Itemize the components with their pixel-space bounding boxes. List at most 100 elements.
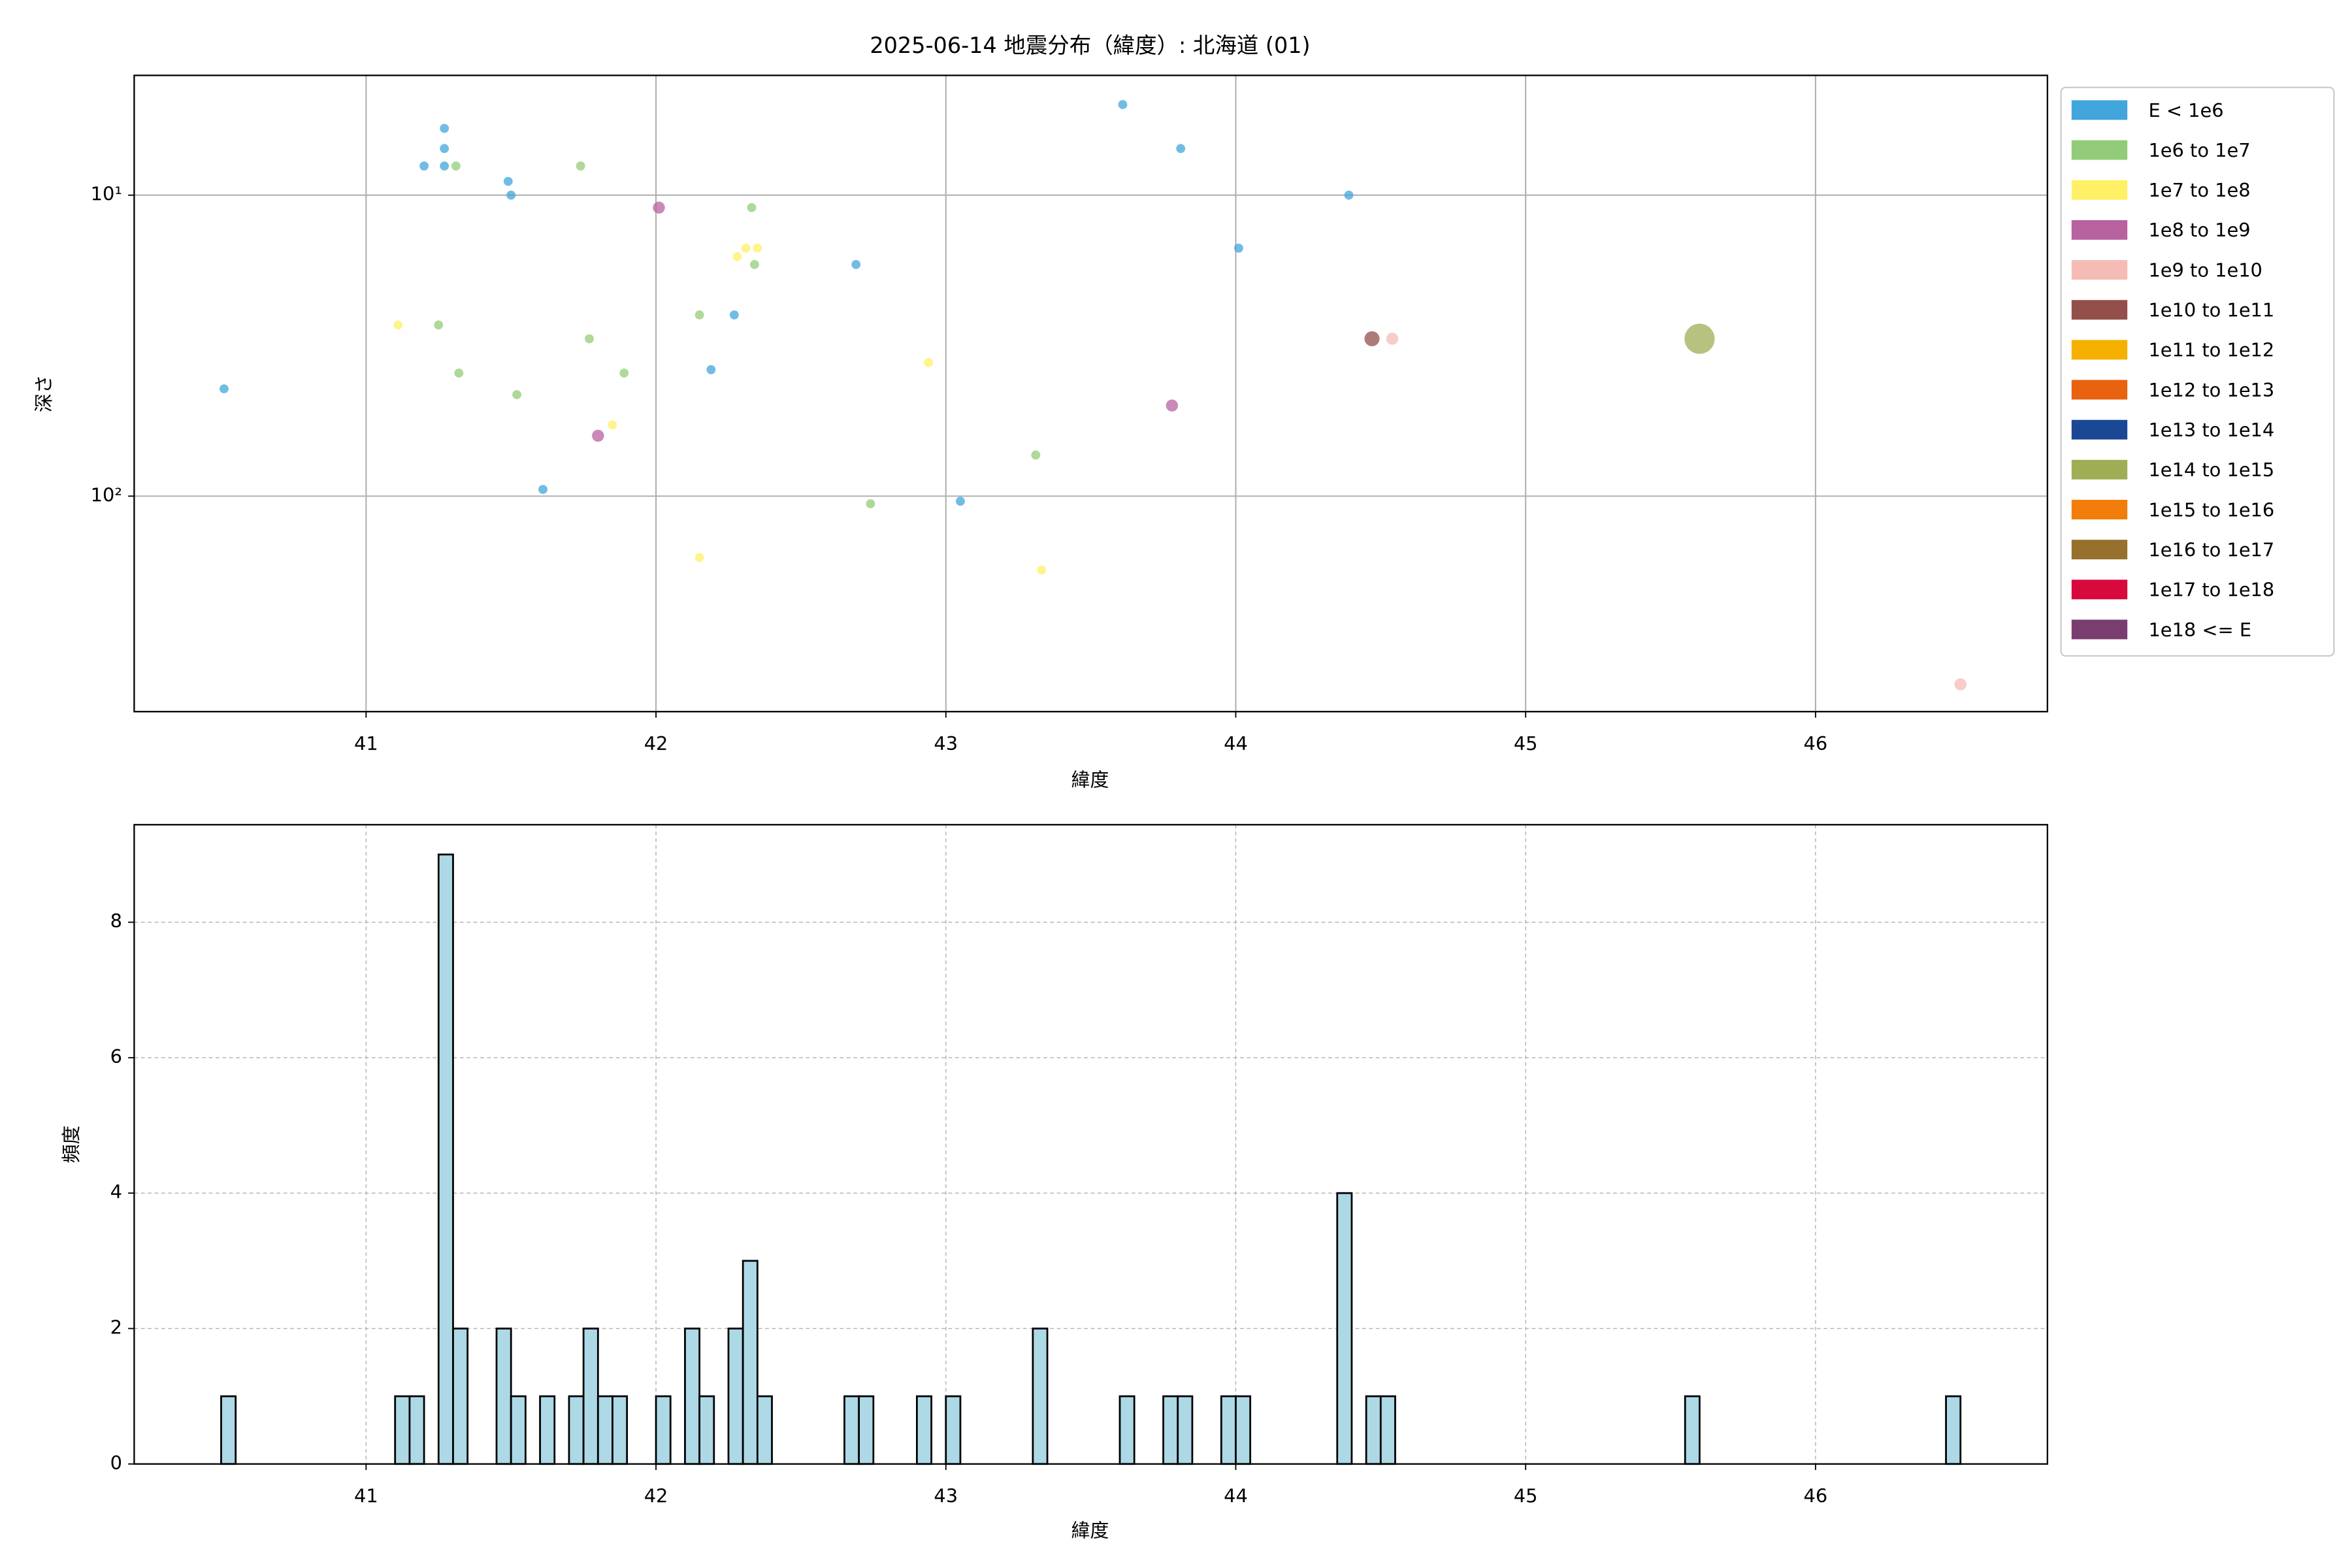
- legend-label: E < 1e6: [2148, 99, 2223, 122]
- x-axis-label: 緯度: [1071, 768, 1109, 791]
- scatter-point: [538, 485, 547, 495]
- scatter-point: [393, 320, 403, 330]
- scatter-point: [1344, 190, 1354, 200]
- histogram-bar: [394, 1395, 411, 1465]
- histogram-bar: [1220, 1395, 1237, 1465]
- histogram-bar: [945, 1395, 962, 1465]
- scatter-point: [1386, 333, 1399, 345]
- legend-label: 1e18 <= E: [2148, 619, 2251, 641]
- x-tick-label: 46: [1804, 732, 1828, 755]
- scatter-point: [653, 201, 665, 214]
- legend-label: 1e16 to 1e17: [2148, 538, 2274, 561]
- scatter-point: [747, 203, 757, 212]
- scatter-point: [753, 243, 762, 253]
- scatter-point: [1954, 678, 1967, 691]
- histogram-bar: [684, 1328, 700, 1465]
- scatter-point: [1684, 323, 1715, 354]
- scatter-point: [608, 420, 617, 430]
- legend-swatch: [2071, 140, 2128, 160]
- legend-swatch: [2071, 340, 2128, 360]
- legend-label: 1e14 to 1e15: [2148, 459, 2274, 481]
- histogram-bar: [1336, 1192, 1353, 1465]
- scatter-point: [1166, 399, 1179, 412]
- histogram-bar: [756, 1395, 773, 1465]
- histogram-bar: [539, 1395, 556, 1465]
- scatter-point: [1031, 450, 1041, 460]
- y-tick-label: 10²: [91, 483, 122, 506]
- scatter-point: [866, 499, 875, 508]
- histogram-bar: [1119, 1395, 1135, 1465]
- legend-label: 1e13 to 1e14: [2148, 419, 2274, 441]
- legend-swatch: [2071, 619, 2128, 640]
- histogram-bar: [510, 1395, 527, 1465]
- legend-box: [2060, 86, 2335, 657]
- scatter-point: [512, 390, 521, 399]
- scatter-point: [419, 161, 429, 171]
- scatter-point: [592, 429, 604, 442]
- x-tick-label: 45: [1514, 1485, 1538, 1507]
- histogram-bar: [1684, 1395, 1701, 1465]
- y-axis-label: 頻度: [60, 1126, 82, 1164]
- legend-swatch: [2071, 500, 2128, 519]
- scatter-point: [440, 144, 449, 154]
- legend-swatch: [2071, 540, 2128, 560]
- scatter-point: [451, 161, 461, 171]
- histogram-bar: [655, 1395, 672, 1465]
- legend-swatch: [2071, 100, 2128, 120]
- histogram-bar: [1177, 1395, 1194, 1465]
- scatter-point: [440, 123, 449, 133]
- legend-swatch: [2071, 300, 2128, 320]
- scatter-point: [220, 384, 229, 394]
- y-tick-label: 2: [110, 1316, 122, 1338]
- histogram-bar: [727, 1328, 744, 1465]
- x-tick-label: 44: [1224, 732, 1248, 755]
- x-tick-label: 41: [354, 732, 378, 755]
- x-tick-label: 43: [934, 1485, 958, 1507]
- x-tick-label: 41: [354, 1485, 378, 1507]
- histogram-bar: [1945, 1395, 1962, 1465]
- scatter-point: [585, 334, 594, 344]
- legend-swatch: [2071, 260, 2128, 280]
- histogram-bar: [916, 1395, 932, 1465]
- scatter-point: [440, 161, 449, 171]
- legend-label: 1e17 to 1e18: [2148, 579, 2274, 601]
- x-tick-label: 44: [1224, 1485, 1248, 1507]
- scatter-point: [1364, 331, 1380, 347]
- chart-title: 2025-06-14 地震分布（緯度）: 北海道 (01): [870, 33, 1310, 58]
- scatter-point: [956, 497, 965, 506]
- x-tick-label: 43: [934, 732, 958, 755]
- histogram-bar: [408, 1395, 425, 1465]
- x-tick-label: 42: [644, 1485, 668, 1507]
- y-tick-label: 8: [110, 910, 122, 932]
- scatter-point: [434, 320, 444, 330]
- legend-label: 1e15 to 1e16: [2148, 498, 2274, 521]
- x-tick-label: 42: [644, 732, 668, 755]
- histogram-bar: [698, 1395, 715, 1465]
- legend-label: 1e8 to 1e9: [2148, 219, 2250, 241]
- scatter-point: [1037, 565, 1047, 575]
- histogram-bar: [612, 1395, 629, 1465]
- histogram-bar: [1032, 1328, 1049, 1465]
- scatter-point: [619, 368, 629, 378]
- histogram-bar: [1379, 1395, 1396, 1465]
- histogram-bar: [437, 853, 454, 1465]
- histogram-bar: [582, 1328, 599, 1465]
- histogram-bar: [843, 1395, 860, 1465]
- scatter-point: [694, 553, 704, 563]
- histogram-bar: [568, 1395, 585, 1465]
- scatter-point: [503, 176, 513, 186]
- scatter-point: [576, 161, 585, 171]
- scatter-point: [732, 252, 742, 261]
- y-axis-label: 深さ: [33, 374, 55, 412]
- legend-label: 1e6 to 1e7: [2148, 139, 2250, 161]
- legend-swatch: [2071, 220, 2128, 240]
- scatter-point: [706, 365, 716, 374]
- histogram-bar: [1162, 1395, 1179, 1465]
- histogram-bar: [452, 1328, 469, 1465]
- legend-swatch: [2071, 180, 2128, 200]
- legend-label: 1e11 to 1e12: [2148, 339, 2274, 361]
- histogram-bar: [1365, 1395, 1382, 1465]
